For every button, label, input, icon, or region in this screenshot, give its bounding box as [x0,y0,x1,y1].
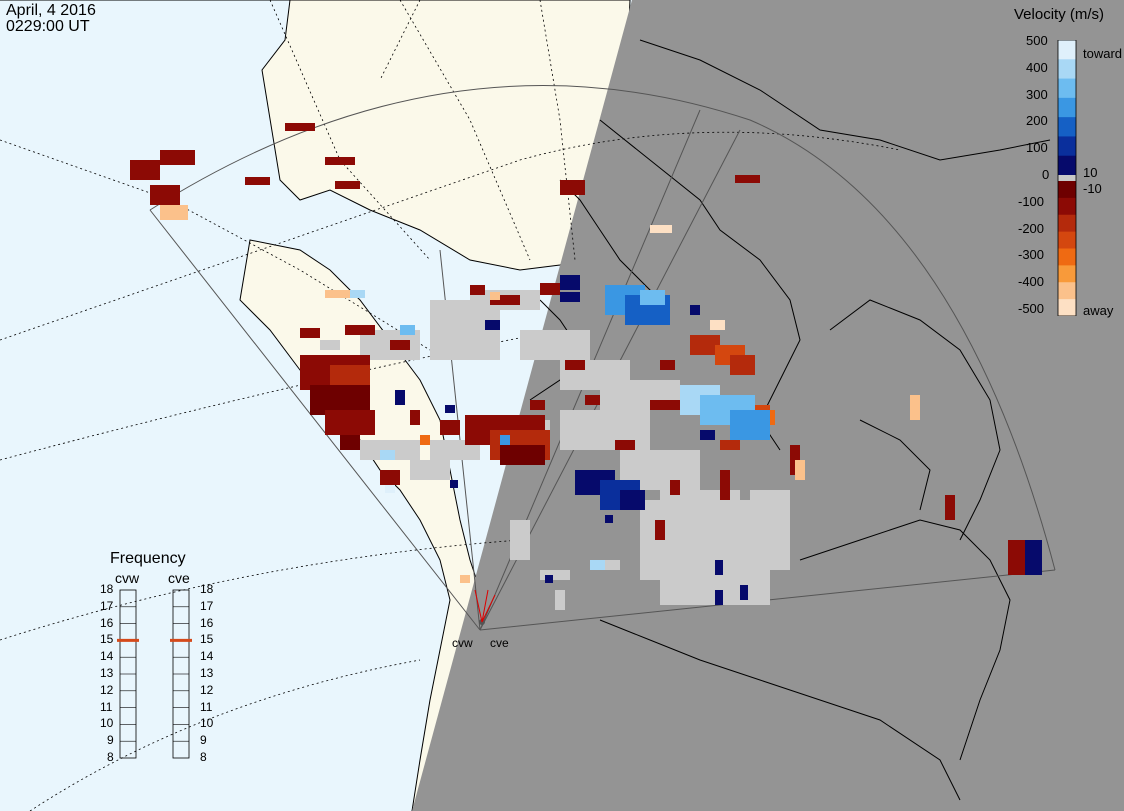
colorbar-band-toward [1058,59,1076,80]
colorbar-band-zero [1058,175,1076,181]
scale-inner-pos-label: 10 [1083,165,1098,180]
frequency-tick-left: 13 [100,666,114,680]
colorbar-band-toward [1058,117,1076,137]
frequency-tick-right: 11 [200,699,213,714]
frequency-tick-left: 18 [100,582,114,596]
colorbar-band-away [1058,197,1076,216]
frequency-radar-cvw-label: cvw [115,570,140,586]
frequency-tick-right: 16 [200,615,214,630]
velocity-echoes-away-light [160,205,920,583]
time-label: 0229:00 UT [6,18,90,35]
scale-inner-neg-label: -10 [1083,181,1102,196]
velocity-tick-label: -400 [1018,274,1045,290]
toward-label: toward [1083,46,1123,61]
velocity-tick-label: 500 [1026,33,1048,48]
colorbar-band-away [1058,181,1076,199]
colorbar-band-away [1058,282,1076,300]
frequency-tick-left: 10 [100,716,114,731]
velocity-scale-title: Velocity (m/s) [1014,6,1105,23]
velocity-tick-label: 300 [1026,86,1048,102]
colorbar-band-toward [1058,40,1076,60]
frequency-tick-right: 17 [200,598,214,613]
frequency-tick-left: 8 [107,750,114,764]
colorbar-band-toward [1058,136,1076,157]
frequency-bar-group [117,589,192,759]
frequency-tick-right: 13 [200,666,214,680]
velocity-tick-label: 200 [1026,113,1048,129]
velocity-tick-label: 100 [1026,140,1048,156]
velocity-tick-label: -300 [1018,247,1045,263]
colorbar-band-toward [1058,97,1076,118]
away-label: away [1083,303,1114,318]
colorbar-band-toward [1058,155,1076,176]
frequency-tick-right: 14 [200,649,214,664]
velocity-tick-label: 400 [1026,59,1048,75]
colorbar-band-toward [1058,78,1076,99]
frequency-tick-right: 10 [200,716,214,731]
frequency-radar-cve-label: cve [168,570,190,586]
frequency-tick-right: 15 [200,632,214,647]
colorbar-band-away [1058,231,1076,249]
date-label: April, 4 2016 [6,2,96,19]
colorbar-frame [1057,40,1077,316]
frequency-tick-right: 9 [200,733,207,748]
radar-site-marks [474,589,496,625]
ground-scatter [320,290,790,610]
colorbar-band-away [1058,214,1076,233]
velocity-echoes-toward [350,275,1042,605]
radar-label-cvw: cvw [452,636,473,650]
colorbar-band-away [1058,265,1076,283]
velocity-tick-label: 0 [1042,167,1050,182]
colorbar-band-away [1058,299,1076,316]
frequency-tick-left: 12 [100,682,114,697]
colorbar-bands [1057,40,1077,316]
frequency-tick-left: 14 [100,649,114,664]
radar-label-cve: cve [490,636,509,650]
frequency-tick-left: 15 [100,632,114,647]
velocity-tick-label: -100 [1018,193,1045,209]
frequency-tick-left: 16 [100,615,114,630]
frequency-tick-right: 12 [200,682,214,697]
frequency-title: Frequency [110,550,186,567]
frequency-tick-left: 9 [107,733,114,748]
velocity-tick-label: -200 [1018,220,1045,236]
frequency-tick-right: 8 [200,750,207,764]
colorbar-band-away [1058,248,1076,266]
frequency-tick-right: 18 [200,582,214,596]
velocity-tick-label: -500 [1018,301,1045,316]
frequency-tick-left: 17 [100,598,114,613]
velocity-colorbar [1057,40,1077,316]
frequency-tick-left: 11 [100,699,113,714]
